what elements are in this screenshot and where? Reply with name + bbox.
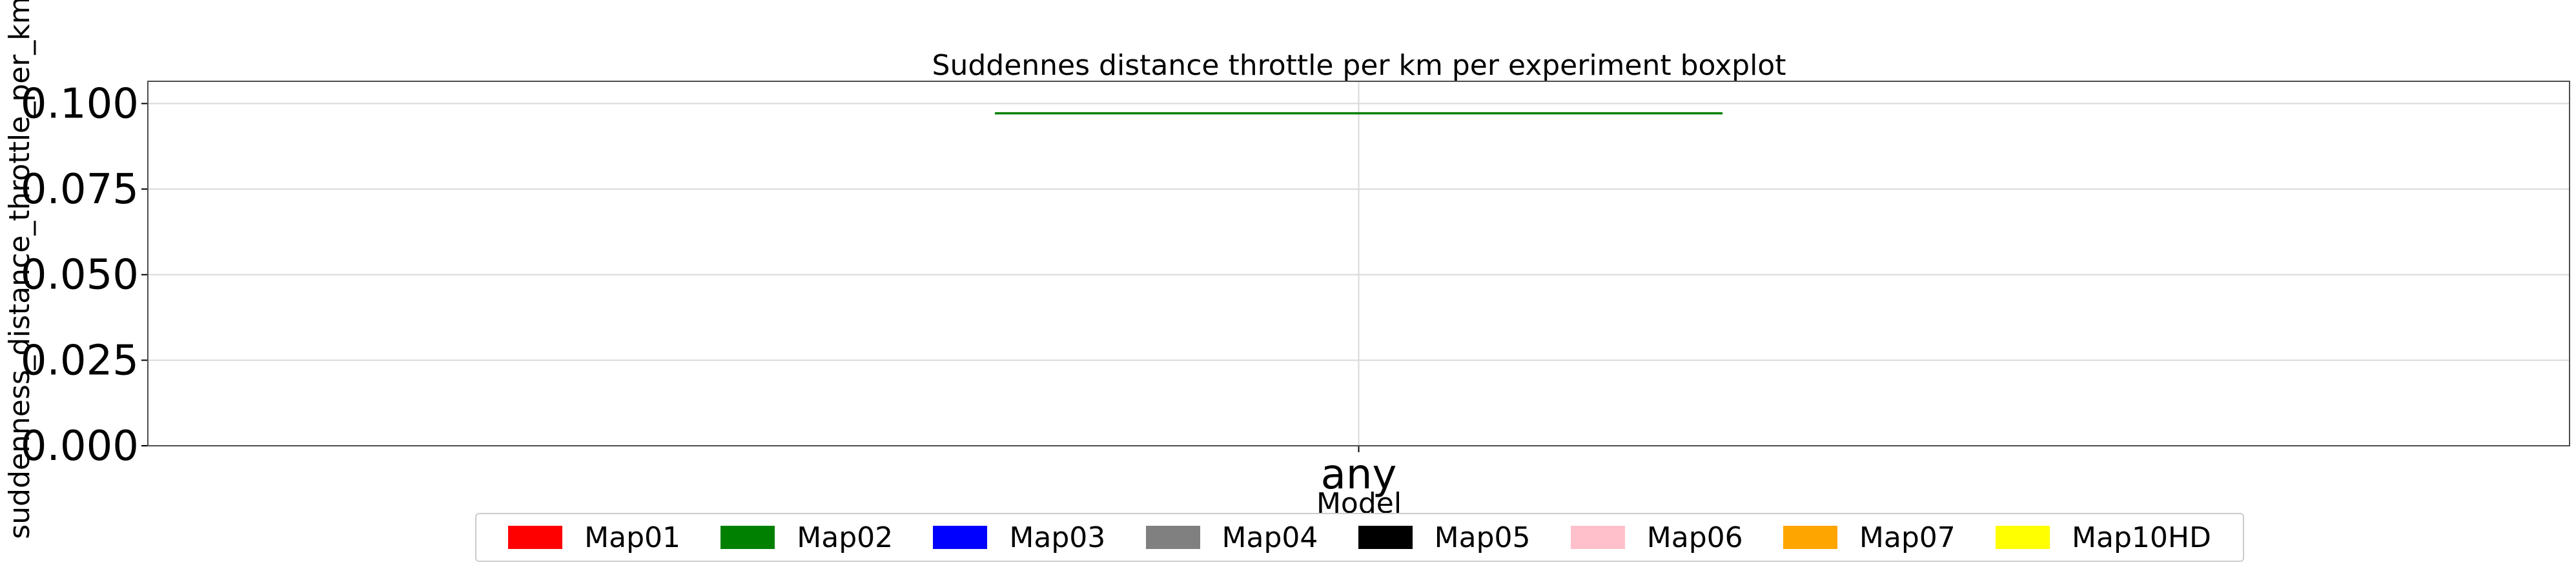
y-tick-label: 0.000	[21, 423, 139, 470]
y-tick-label: 0.025	[21, 337, 139, 384]
legend-item: Map02	[721, 521, 893, 554]
legend-swatch	[1570, 526, 1625, 549]
legend: Map01 Map02 Map03 Map04 Map05 Map06 Map07 Map10…	[475, 513, 2244, 562]
plot-area-frame	[147, 81, 2570, 446]
legend-swatch	[1358, 526, 1413, 549]
legend-swatch	[1996, 526, 2050, 549]
legend-swatch	[721, 526, 775, 549]
legend-swatch	[1145, 526, 1200, 549]
legend-item: Map06	[1570, 521, 1743, 554]
y-tick-labels: 0.000 0.025 0.050 0.075 0.100	[21, 80, 148, 470]
legend-label: Map05	[1434, 521, 1531, 554]
legend-label: Map01	[584, 521, 680, 554]
box-series	[994, 112, 1723, 115]
x-tick-labels: any	[1321, 446, 1397, 499]
legend-label: Map10HD	[2072, 521, 2211, 554]
legend-label: Map04	[1222, 521, 1318, 554]
legend-label: Map06	[1646, 521, 1743, 554]
legend-swatch	[508, 526, 563, 549]
legend-item: Map03	[933, 521, 1105, 554]
x-tick-label: any	[1321, 451, 1397, 499]
legend-item: Map07	[1783, 521, 1956, 554]
chart-title: Suddennes distance throttle per km per e…	[932, 49, 1786, 82]
legend-swatch	[933, 526, 988, 549]
legend-label: Map07	[1859, 521, 1956, 554]
y-tick-label: 0.050	[21, 252, 139, 299]
y-tick-label: 0.075	[21, 166, 139, 214]
legend-swatch	[1783, 526, 1837, 549]
legend-item: Map01	[508, 521, 680, 554]
legend-label: Map02	[797, 521, 894, 554]
y-tick-label: 0.100	[21, 80, 139, 128]
legend-item: Map04	[1145, 521, 1318, 554]
legend-item: Map10HD	[1996, 521, 2211, 554]
y-axis-label: suddenness_distance_throttle_per_km	[3, 0, 36, 539]
legend-item: Map05	[1358, 521, 1531, 554]
legend-label: Map03	[1009, 521, 1106, 554]
grid	[148, 81, 2570, 446]
